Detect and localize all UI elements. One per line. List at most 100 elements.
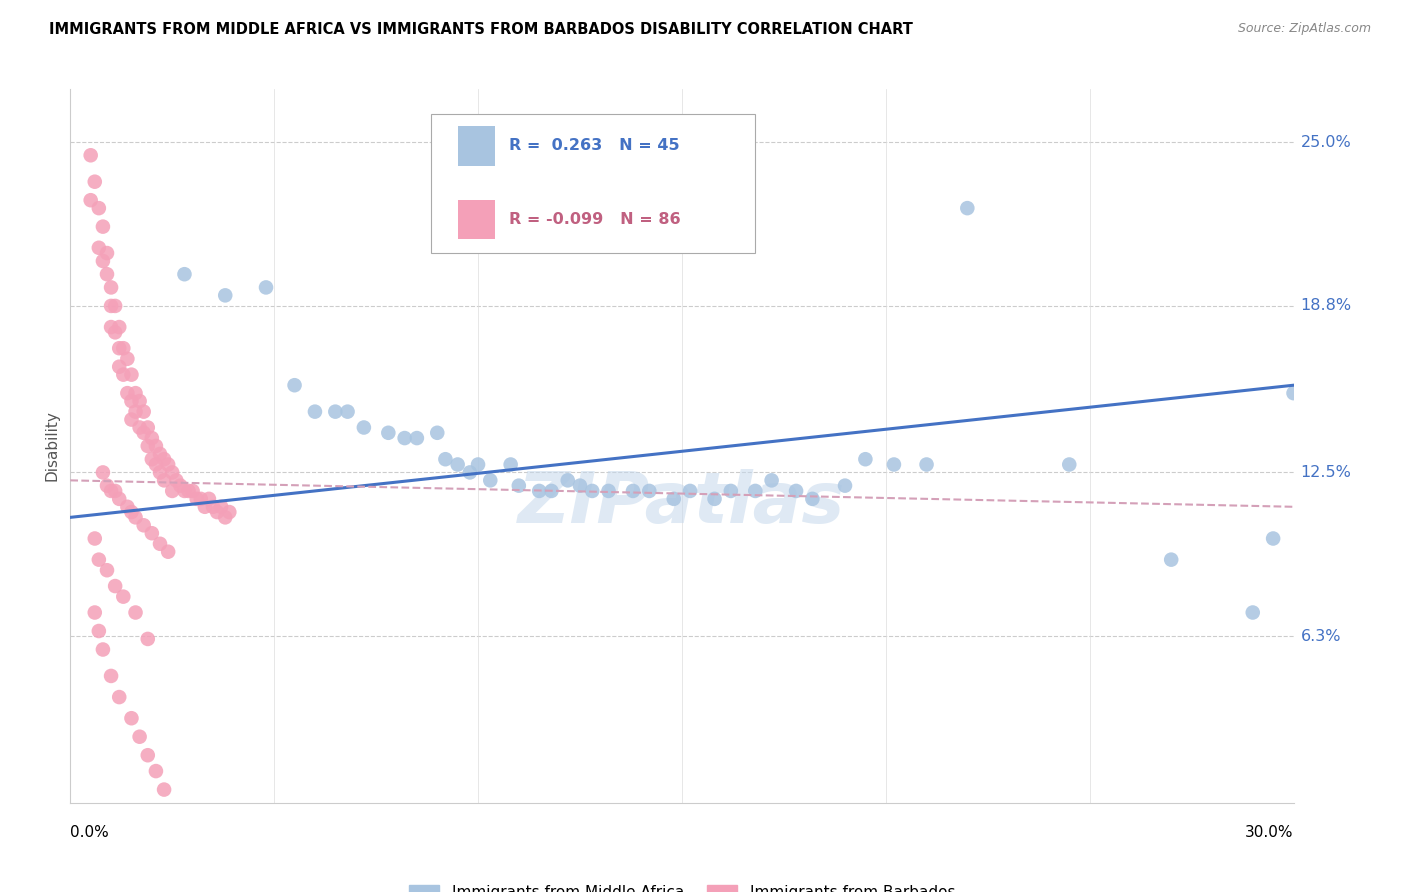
Point xyxy=(377,425,399,440)
Point xyxy=(1282,386,1305,401)
Point xyxy=(96,563,118,577)
Point xyxy=(394,431,416,445)
Point xyxy=(132,425,155,440)
Point xyxy=(121,505,143,519)
Point xyxy=(149,447,172,461)
Point xyxy=(117,500,139,514)
Point xyxy=(100,483,122,498)
Point xyxy=(190,491,212,506)
Point xyxy=(761,474,783,488)
Point xyxy=(87,552,110,566)
Point xyxy=(121,368,143,382)
Y-axis label: Disability: Disability xyxy=(44,410,59,482)
Point xyxy=(785,483,807,498)
Point xyxy=(96,267,118,281)
Point xyxy=(581,483,603,498)
Text: R = -0.099   N = 86: R = -0.099 N = 86 xyxy=(509,212,681,227)
Point xyxy=(177,483,200,498)
Point xyxy=(153,474,176,488)
Point xyxy=(621,483,644,498)
Point xyxy=(149,466,172,480)
Point xyxy=(124,404,146,418)
Point xyxy=(132,404,155,418)
Point xyxy=(194,500,217,514)
Point xyxy=(218,505,240,519)
Point xyxy=(141,452,163,467)
Point xyxy=(1057,458,1080,472)
Point xyxy=(447,458,470,472)
Point xyxy=(145,458,167,472)
Text: 6.3%: 6.3% xyxy=(1301,629,1341,644)
Point xyxy=(801,491,824,506)
Point xyxy=(202,500,225,514)
Point xyxy=(406,431,429,445)
Point xyxy=(91,642,114,657)
Point xyxy=(91,254,114,268)
Point xyxy=(209,500,232,514)
Point xyxy=(181,483,204,498)
Point xyxy=(153,452,176,467)
Point xyxy=(956,201,979,215)
Text: 30.0%: 30.0% xyxy=(1246,825,1294,840)
Text: 12.5%: 12.5% xyxy=(1301,465,1351,480)
Point xyxy=(679,483,702,498)
Point xyxy=(834,478,856,492)
Point xyxy=(173,483,195,498)
Point xyxy=(104,483,127,498)
Point xyxy=(1241,606,1264,620)
Point xyxy=(703,491,725,506)
Point xyxy=(124,606,146,620)
Point xyxy=(87,201,110,215)
Point xyxy=(479,474,502,488)
Text: 0.0%: 0.0% xyxy=(70,825,110,840)
FancyBboxPatch shape xyxy=(432,114,755,253)
Point xyxy=(508,478,530,492)
Point xyxy=(132,518,155,533)
Point xyxy=(128,420,150,434)
Point xyxy=(108,341,131,355)
Point xyxy=(112,341,135,355)
Point xyxy=(353,420,375,434)
Bar xyxy=(458,200,495,239)
Point xyxy=(79,148,103,162)
Text: IMMIGRANTS FROM MIDDLE AFRICA VS IMMIGRANTS FROM BARBADOS DISABILITY CORRELATION: IMMIGRANTS FROM MIDDLE AFRICA VS IMMIGRA… xyxy=(49,22,912,37)
Point xyxy=(136,748,159,763)
Point xyxy=(121,711,143,725)
Point xyxy=(254,280,277,294)
Point xyxy=(136,439,159,453)
Point xyxy=(568,478,592,492)
Legend: Immigrants from Middle Africa, Immigrants from Barbados: Immigrants from Middle Africa, Immigrant… xyxy=(402,879,962,892)
Point xyxy=(284,378,307,392)
Point xyxy=(121,394,143,409)
Text: R =  0.263   N = 45: R = 0.263 N = 45 xyxy=(509,138,681,153)
Point xyxy=(1160,552,1182,566)
Point xyxy=(124,386,146,401)
Point xyxy=(117,386,139,401)
Point xyxy=(336,404,359,418)
Point xyxy=(323,404,347,418)
Point xyxy=(104,579,127,593)
Point xyxy=(136,420,159,434)
Point xyxy=(145,439,167,453)
Point xyxy=(540,483,562,498)
Point xyxy=(124,510,146,524)
Point xyxy=(434,452,457,467)
Point xyxy=(467,458,489,472)
Point xyxy=(149,537,172,551)
Point xyxy=(108,359,131,374)
Point xyxy=(145,764,167,778)
Point xyxy=(141,431,163,445)
Point xyxy=(83,175,105,189)
Point xyxy=(915,458,938,472)
Point xyxy=(83,532,105,546)
Point xyxy=(205,505,228,519)
Point xyxy=(87,624,110,638)
Point xyxy=(304,404,326,418)
Point xyxy=(104,299,127,313)
Point xyxy=(173,267,195,281)
Point xyxy=(214,510,236,524)
Point xyxy=(529,483,551,498)
Point xyxy=(458,466,481,480)
Point xyxy=(186,491,208,506)
Point xyxy=(153,782,176,797)
